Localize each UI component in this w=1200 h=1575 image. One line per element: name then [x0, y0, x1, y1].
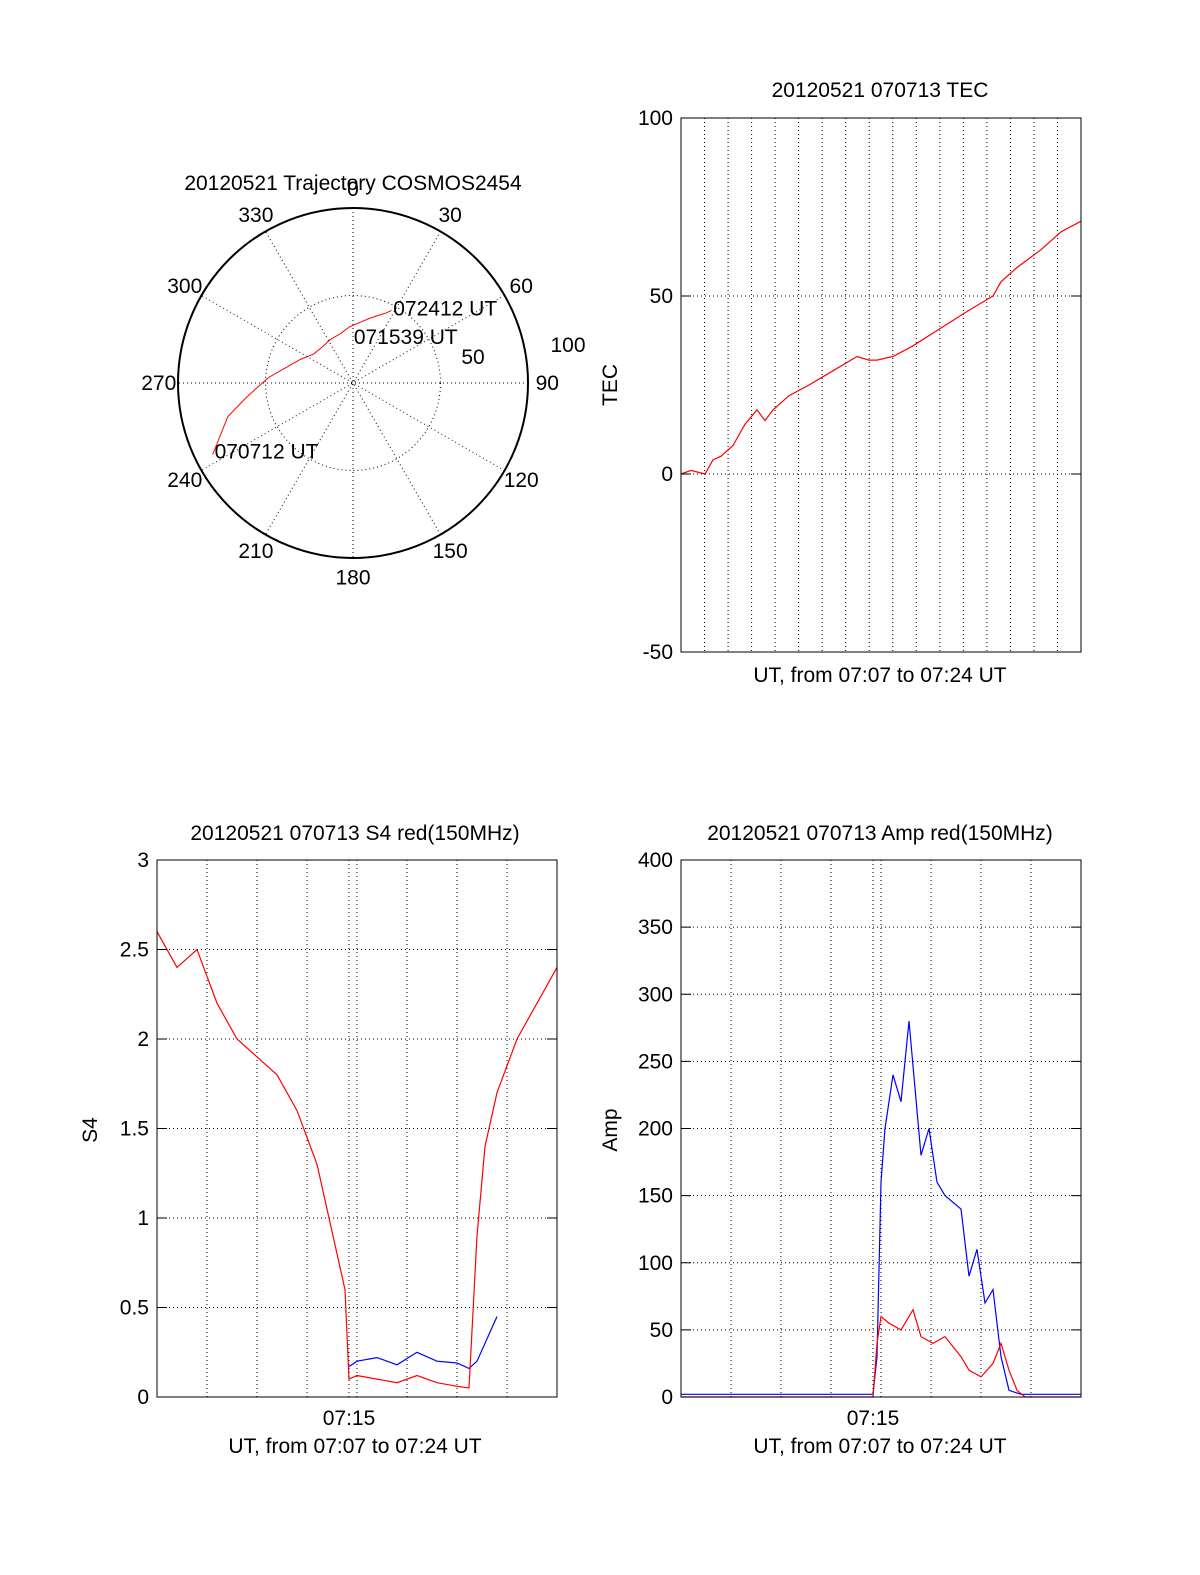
tec-line-red	[680, 220, 1082, 475]
polar-title: 20120521 Trajectory COSMOS2454	[184, 172, 522, 195]
amp-ytick-label: 250	[638, 1050, 673, 1073]
polar-angle-label: 120	[504, 469, 539, 492]
polar-ring	[265, 295, 441, 471]
polar-radius-label: 100	[550, 334, 585, 357]
amp-title: 20120521 070713 Amp red(150MHz)	[707, 822, 1053, 845]
polar-angle-label: 240	[167, 469, 202, 492]
polar-annotations: 072412 UT 071539 UT 070712 UT	[215, 297, 498, 463]
s4-panel: 20120521 070713 S4 red(150MHz) 0 0.5 1 1.5 2…	[79, 822, 558, 1458]
polar-panel: 20120521 Trajectory COSMOS2454 0 30 60 90 12…	[141, 172, 585, 589]
polar-angle-label: 150	[433, 540, 468, 563]
s4-title: 20120521 070713 S4 red(150MHz)	[190, 822, 519, 845]
polar-angle-label: 180	[335, 566, 370, 589]
s4-y-ticks: 0 0.5 1 1.5 2 2.5 3	[120, 849, 557, 1409]
tec-title: 20120521 070713 TEC	[772, 79, 989, 102]
polar-angle-label: 0	[347, 178, 359, 201]
amp-line-blue	[681, 1021, 1081, 1395]
tec-ytick-label: 50	[650, 285, 673, 308]
amp-ytick-label: 400	[638, 849, 673, 872]
amp-y-ticks: 0 50 100 150 200 250 300 350 400	[638, 849, 1081, 1409]
polar-trajectory	[212, 309, 392, 455]
s4-line-red	[156, 931, 558, 1389]
polar-time-annotation: 070712 UT	[215, 441, 319, 464]
amp-xtick-label: 07:15	[847, 1407, 900, 1430]
amp-xlabel: UT, from 07:07 to 07:24 UT	[753, 1435, 1006, 1458]
polar-angle-label: 330	[238, 204, 273, 227]
tec-ytick-label: 0	[661, 463, 673, 486]
s4-x-ticks: 07:15	[323, 860, 376, 1430]
amp-ytick-label: 100	[638, 1252, 673, 1275]
tec-ytick-label: 100	[638, 107, 673, 130]
tec-ytick-label: -50	[643, 641, 673, 664]
polar-time-annotation: 071539 UT	[354, 326, 458, 349]
amp-ytick-label: 350	[638, 916, 673, 939]
polar-angle-label: 300	[167, 275, 202, 298]
amp-panel: 20120521 070713 Amp red(150MHz) 0 50 100 15…	[599, 822, 1082, 1458]
polar-angle-label: 210	[238, 540, 273, 563]
tec-plot-frame	[680, 117, 1082, 653]
s4-ytick-label: 0	[137, 1386, 149, 1409]
s4-ytick-label: 2	[137, 1028, 149, 1051]
tec-series	[680, 220, 1082, 475]
tec-grid	[681, 117, 1081, 653]
s4-line-blue	[348, 1316, 498, 1370]
polar-angle-label: 270	[141, 372, 176, 395]
amp-ytick-label: 50	[650, 1319, 673, 1342]
amp-ytick-label: 300	[638, 983, 673, 1006]
tec-panel: 20120521 070713 TEC -50 0 50 100 TEC UT, fr…	[599, 79, 1082, 687]
s4-series	[156, 931, 558, 1389]
polar-outer-circle	[177, 207, 529, 559]
amp-line-red	[681, 1308, 1081, 1398]
amp-series	[681, 1021, 1081, 1398]
s4-ylabel: S4	[79, 1117, 102, 1143]
s4-ytick-label: 1	[137, 1207, 149, 1230]
polar-radius-label: 50	[461, 346, 484, 369]
tec-xlabel: UT, from 07:07 to 07:24 UT	[753, 664, 1006, 687]
polar-time-annotation: 072412 UT	[393, 297, 497, 320]
tec-y-ticks: -50 0 50 100	[638, 107, 1081, 664]
s4-xtick-label: 07:15	[323, 1407, 376, 1430]
amp-ylabel: Amp	[599, 1108, 622, 1151]
tec-ylabel: TEC	[599, 364, 622, 406]
polar-angle-labels: 0 30 60 90 120 150 180 210 240 270 300 330 50 100	[141, 178, 585, 590]
polar-angle-label: 60	[510, 275, 533, 298]
polar-angle-label: 90	[536, 372, 559, 395]
amp-ytick-label: 200	[638, 1118, 673, 1141]
amp-ytick-label: 150	[638, 1185, 673, 1208]
polar-angle-label: 30	[438, 204, 461, 227]
amp-x-ticks: 07:15	[847, 860, 900, 1430]
s4-ytick-label: 0.5	[120, 1297, 149, 1320]
polar-grid	[178, 208, 528, 558]
s4-xlabel: UT, from 07:07 to 07:24 UT	[228, 1435, 481, 1458]
s4-grid	[157, 859, 557, 1398]
amp-ytick-label: 0	[661, 1386, 673, 1409]
s4-ytick-label: 2.5	[120, 939, 149, 962]
s4-ytick-label: 1.5	[120, 1118, 149, 1141]
s4-ytick-label: 3	[137, 849, 149, 872]
polar-trajectory-line	[212, 309, 392, 455]
